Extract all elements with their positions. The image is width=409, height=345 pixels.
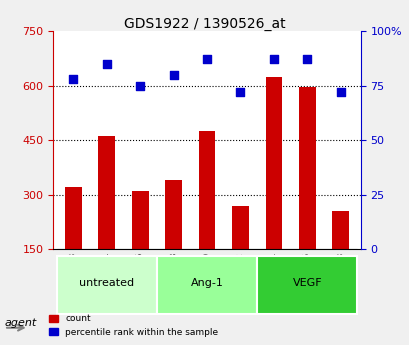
Bar <box>231 206 248 249</box>
Point <box>203 57 210 62</box>
Text: untreated: untreated <box>79 278 134 288</box>
Bar <box>165 180 182 249</box>
Bar <box>132 191 148 249</box>
Bar <box>98 137 115 249</box>
Point <box>303 57 310 62</box>
Text: Ang-1: Ang-1 <box>190 278 223 288</box>
Point <box>103 61 110 67</box>
Point <box>237 89 243 95</box>
FancyBboxPatch shape <box>157 256 256 314</box>
FancyBboxPatch shape <box>56 256 157 314</box>
Point <box>270 57 276 62</box>
Bar <box>265 77 281 249</box>
Bar <box>332 211 348 249</box>
FancyBboxPatch shape <box>256 256 357 314</box>
Text: VEGF: VEGF <box>292 278 321 288</box>
Bar <box>198 131 215 249</box>
Bar <box>298 87 315 249</box>
Bar <box>65 187 81 249</box>
Text: GDS1922 / 1390526_at: GDS1922 / 1390526_at <box>124 17 285 31</box>
Point <box>70 76 76 82</box>
Legend: count, percentile rank within the sample: count, percentile rank within the sample <box>45 311 222 341</box>
Point <box>337 89 343 95</box>
Text: agent: agent <box>4 318 36 327</box>
Point <box>137 83 143 88</box>
Point <box>170 72 176 77</box>
